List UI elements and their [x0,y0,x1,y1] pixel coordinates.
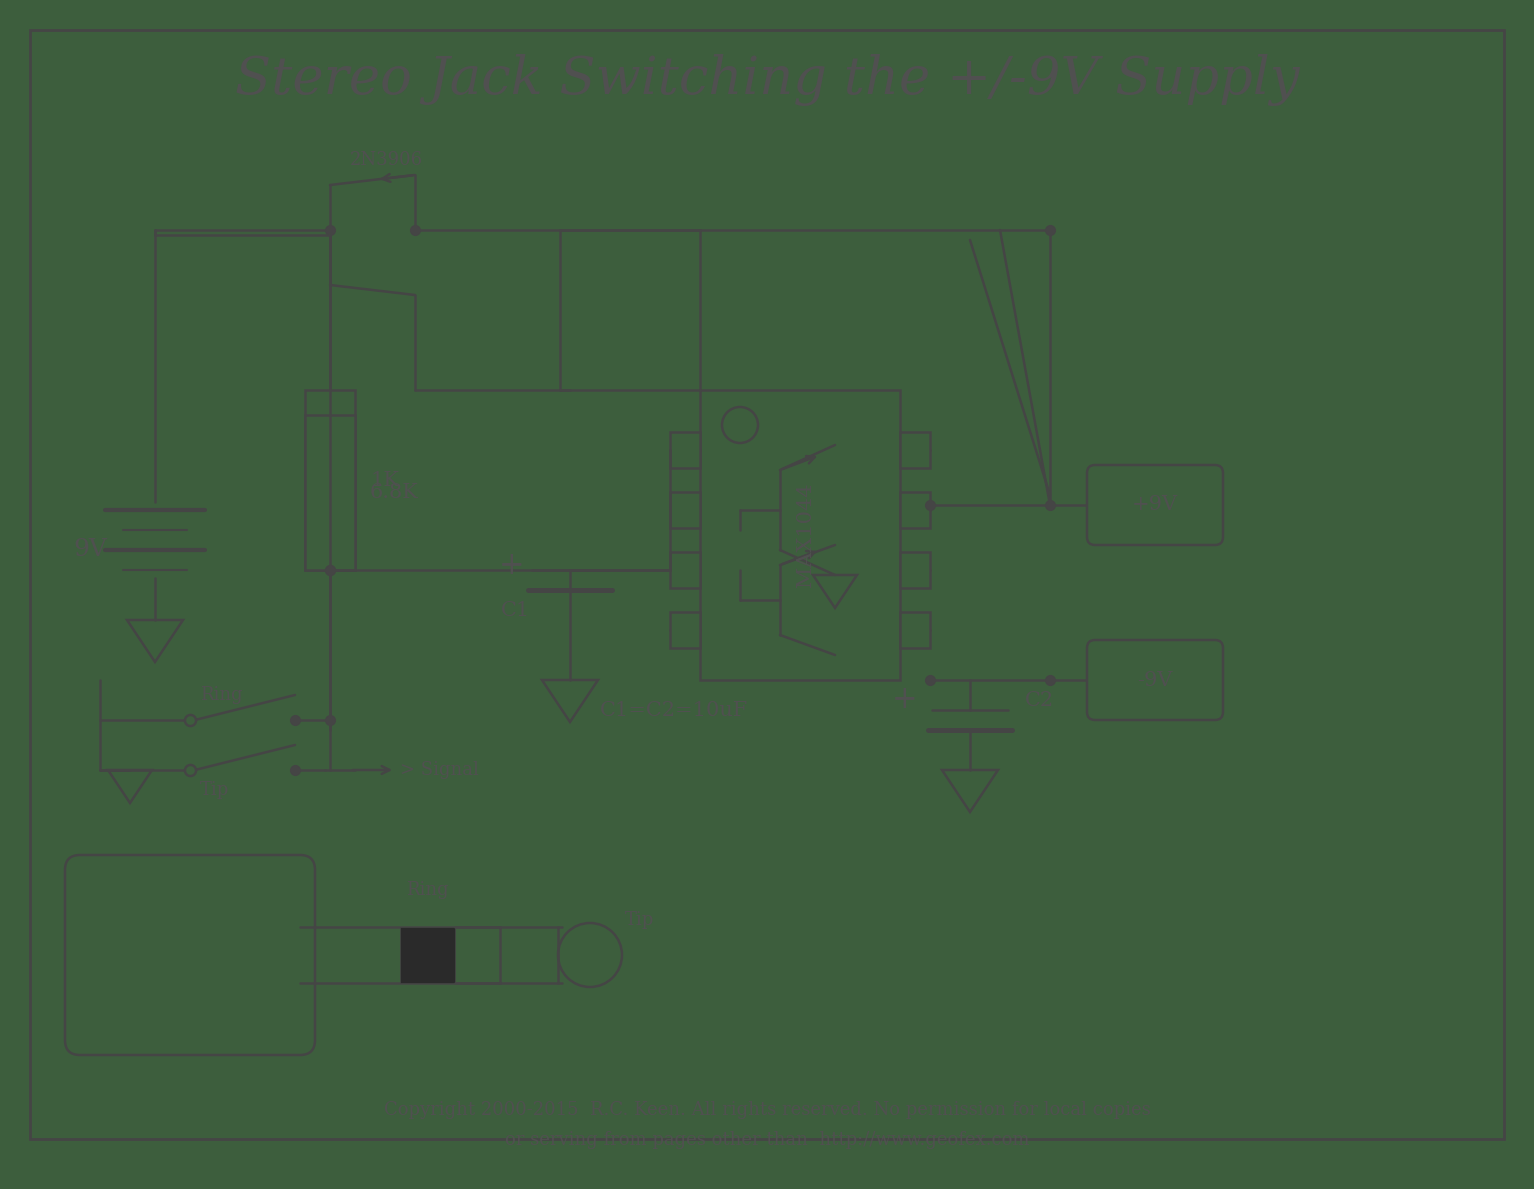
Bar [670,492,700,528]
Text: MAX1044: MAX1044 [796,483,815,587]
Text: Ring: Ring [405,881,448,899]
Text: +: + [499,549,525,580]
Bar [900,432,930,468]
Text: or serving from pages other than  http://www.geofex.com: or serving from pages other than http://… [505,1131,1029,1149]
Bar [900,612,930,648]
Bar [670,432,700,468]
FancyBboxPatch shape [1088,465,1223,545]
Text: C1: C1 [500,600,529,619]
Text: +: + [893,685,917,716]
Text: Stereo Jack Switching the +/-9V Supply: Stereo Jack Switching the +/-9V Supply [235,54,1299,106]
Text: 6.8K: 6.8K [370,483,419,502]
Text: > Signal: > Signal [400,761,479,779]
Text: 2N3906: 2N3906 [350,151,423,169]
Bar [670,552,700,589]
Text: C2: C2 [1025,691,1054,710]
Bar [900,552,930,589]
Bar [700,390,900,680]
Bar [400,927,456,983]
Text: Copyright 2000-2015  R.C. Keen. All rights reserved. No permission for local cop: Copyright 2000-2015 R.C. Keen. All right… [384,1101,1150,1119]
Bar [305,415,354,570]
Text: -9V: -9V [1137,671,1174,690]
Bar [670,612,700,648]
Text: 9V: 9V [74,539,107,561]
Text: Ring: Ring [199,686,242,704]
Text: Tip: Tip [624,911,653,929]
FancyBboxPatch shape [1088,640,1223,721]
Text: C1=C2=10uF: C1=C2=10uF [600,700,749,719]
Text: 1K: 1K [370,471,399,490]
Bar [305,390,354,570]
FancyBboxPatch shape [64,855,314,1055]
Text: +9V: +9V [1132,496,1178,515]
Bar [900,492,930,528]
Text: Tip: Tip [199,781,229,799]
